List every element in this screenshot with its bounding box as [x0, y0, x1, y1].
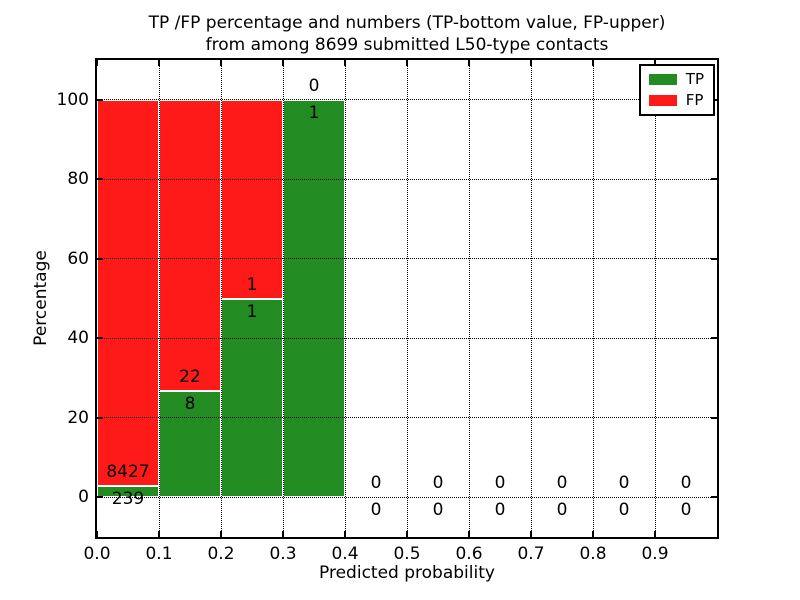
x-tick-mark: [468, 531, 470, 537]
x-tick-mark: [468, 60, 470, 66]
fp-count-label: 0: [494, 473, 506, 494]
x-tick-label: 0.3: [269, 544, 297, 564]
gridline-vertical: [592, 60, 594, 537]
y-tick-mark: [97, 496, 103, 499]
x-tick-label: 0.2: [207, 544, 235, 564]
x-tick-mark: [282, 60, 284, 66]
x-tick-mark: [592, 60, 594, 66]
bar-fp-segment: [159, 99, 221, 392]
tp-count-label: 0: [432, 500, 444, 521]
tp-count-label: 1: [308, 102, 320, 123]
x-tick-label: 0.0: [83, 544, 111, 564]
gridline-vertical: [406, 60, 408, 537]
x-tick-label: 0.1: [145, 544, 173, 564]
bar-fp-segment: [97, 99, 159, 487]
y-tick-mark: [97, 98, 103, 101]
legend-label-tp: TP: [685, 70, 704, 88]
x-tick-mark: [220, 531, 222, 537]
y-tick-label: 20: [67, 407, 89, 428]
y-tick-mark: [97, 257, 103, 260]
tp-count-label: 0: [494, 500, 506, 521]
bar-fp-segment: [221, 99, 283, 299]
tp-count-label: 0: [680, 500, 692, 521]
fp-count-label: 8427: [106, 462, 150, 483]
fp-count-label: 0: [618, 473, 630, 494]
fp-count-label: 22: [179, 367, 201, 388]
x-tick-mark: [220, 60, 222, 66]
tp-count-label: 239: [111, 489, 145, 510]
tp-count-label: 0: [370, 500, 382, 521]
y-tick-label: 100: [56, 89, 89, 110]
y-tick-label: 40: [67, 328, 89, 349]
x-tick-mark: [406, 60, 408, 66]
tp-count-label: 0: [618, 500, 630, 521]
gridline-vertical: [158, 60, 160, 537]
gridline-vertical: [282, 60, 284, 537]
x-tick-mark: [282, 531, 284, 537]
x-tick-mark: [344, 60, 346, 66]
x-axis-label: Predicted probability: [319, 563, 495, 583]
x-tick-label: 0.9: [641, 544, 669, 564]
fp-count-label: 0: [370, 473, 382, 494]
x-tick-mark: [406, 531, 408, 537]
x-tick-label: 0.8: [579, 544, 607, 564]
gridline-vertical: [654, 60, 656, 537]
y-axis-label-text: Percentage: [31, 250, 51, 346]
fp-count-label: 0: [308, 75, 320, 96]
x-tick-mark: [530, 60, 532, 66]
y-tick-label: 0: [78, 487, 89, 508]
tp-count-label: 0: [556, 500, 568, 521]
x-tick-mark: [592, 531, 594, 537]
legend-entry-fp: FP: [648, 91, 704, 109]
y-tick-mark: [711, 337, 717, 340]
fp-color-swatch: [648, 95, 677, 106]
x-tick-label: 0.6: [455, 544, 483, 564]
gridline-vertical: [344, 60, 346, 537]
x-tick-label: 0.7: [517, 544, 545, 564]
tp-count-label: 1: [246, 301, 258, 322]
x-tick-mark: [344, 531, 346, 537]
y-tick-mark: [97, 178, 103, 181]
chart-title-line1: TP /FP percentage and numbers (TP-bottom…: [148, 13, 666, 33]
y-tick-mark: [711, 416, 717, 419]
y-tick-label: 60: [67, 248, 89, 269]
tp-color-swatch: [648, 74, 677, 85]
gridline-vertical: [220, 60, 222, 537]
chart-title-line2: from among 8699 submitted L50-type conta…: [205, 35, 609, 55]
y-tick-mark: [711, 496, 717, 499]
plot-area: Predicted probability TP FP 0.0 0.1 0.2 0.3…: [57, 58, 719, 583]
y-tick-mark: [97, 337, 103, 340]
x-tick-mark: [530, 531, 532, 537]
y-tick-mark: [711, 257, 717, 260]
x-tick-mark: [654, 531, 656, 537]
fp-count-label: 0: [556, 473, 568, 494]
x-tick-label: 0.5: [393, 544, 421, 564]
bar-tp-segment: [283, 99, 345, 498]
fp-count-label: 0: [680, 473, 692, 494]
y-tick-mark: [97, 416, 103, 419]
x-tick-mark: [654, 60, 656, 66]
y-tick-mark: [711, 178, 717, 181]
x-tick-mark: [96, 531, 98, 537]
x-tick-label: 0.4: [331, 544, 359, 564]
fp-count-label: 1: [246, 274, 258, 295]
legend: TP FP: [638, 64, 715, 116]
x-tick-mark: [96, 60, 98, 66]
legend-entry-tp: TP: [648, 70, 704, 88]
chart-title: TP /FP percentage and numbers (TP-bottom…: [97, 12, 717, 56]
y-tick-label: 80: [67, 169, 89, 190]
gridline-vertical: [468, 60, 470, 537]
tp-count-label: 8: [184, 394, 196, 415]
x-tick-mark: [158, 60, 160, 66]
gridline-vertical: [530, 60, 532, 537]
fp-count-label: 0: [432, 473, 444, 494]
legend-label-fp: FP: [685, 91, 704, 109]
bar-tp-segment: [221, 298, 283, 498]
x-tick-mark: [158, 531, 160, 537]
